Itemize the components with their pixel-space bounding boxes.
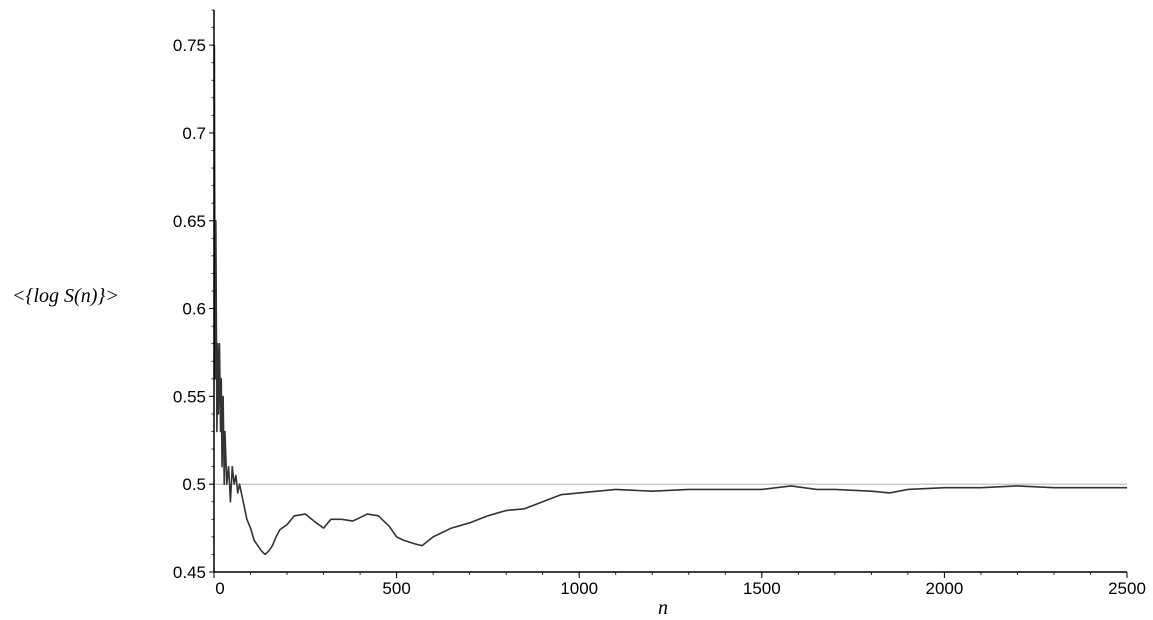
x-axis-label: n — [658, 597, 668, 619]
y-tick-label: 0.45 — [173, 563, 206, 582]
y-tick-label: 0.55 — [173, 387, 206, 406]
x-tick-label: 0 — [215, 579, 224, 598]
x-tick-label: 1000 — [560, 579, 598, 598]
x-tick-label: 500 — [382, 579, 410, 598]
y-axis-label: <{log S(n)}> — [12, 285, 119, 307]
y-tick-label: 0.5 — [182, 475, 206, 494]
y-tick-label: 0.7 — [182, 124, 206, 143]
y-tick-label: 0.75 — [173, 36, 206, 55]
x-tick-label: 2000 — [925, 579, 963, 598]
series-layer — [213, 45, 1127, 556]
ticks: 0.45 0.5 0.55 0.6 0.65 0.7 0.75 0 500 1000 1500 200… — [173, 9, 1146, 598]
x-tick-label: 2500 — [1108, 579, 1146, 598]
y-tick-label: 0.65 — [173, 212, 206, 231]
x-tick-label: 1500 — [743, 579, 781, 598]
y-tick-label: 0.6 — [182, 300, 206, 319]
series-line — [213, 45, 1127, 556]
